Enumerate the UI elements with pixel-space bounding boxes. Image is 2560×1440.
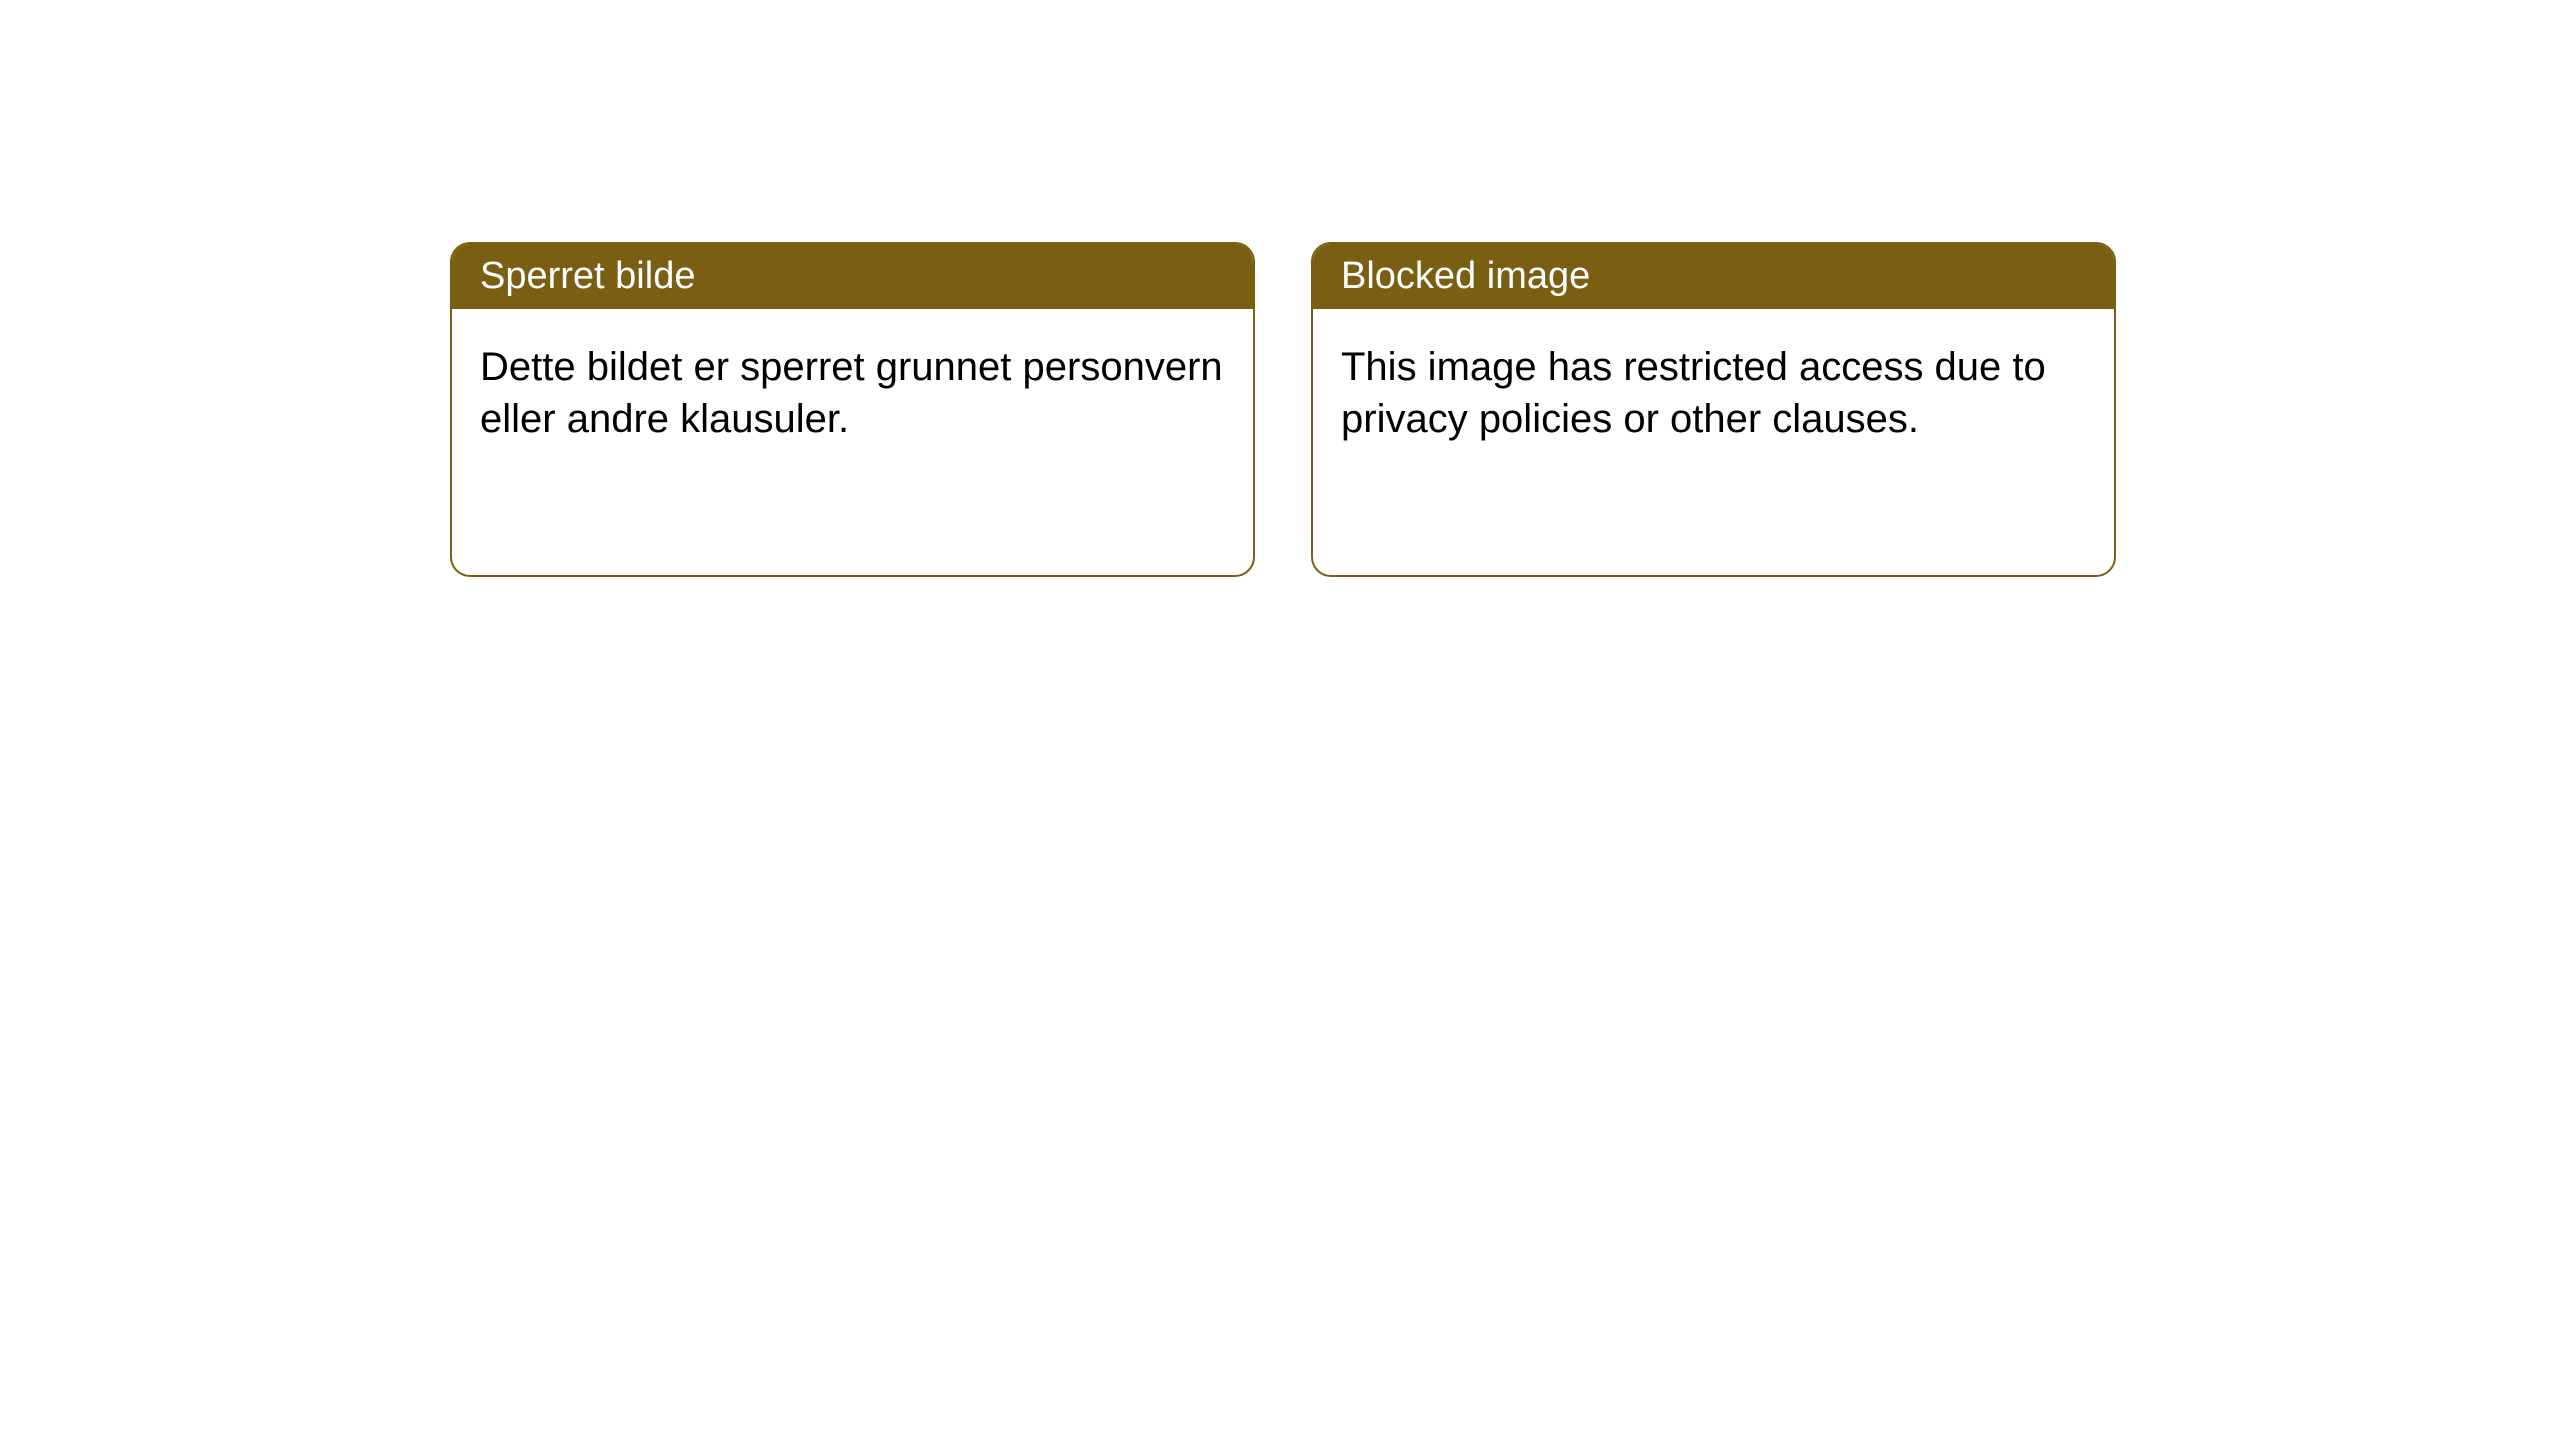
- notice-title-norwegian: Sperret bilde: [480, 255, 695, 297]
- notice-body-norwegian: Dette bildet er sperret grunnet personve…: [452, 309, 1253, 477]
- notice-container: Sperret bilde Dette bildet er sperret gr…: [450, 242, 2116, 577]
- notice-card-english: Blocked image This image has restricted …: [1311, 242, 2116, 577]
- notice-title-english: Blocked image: [1341, 255, 1590, 297]
- notice-card-norwegian: Sperret bilde Dette bildet er sperret gr…: [450, 242, 1255, 577]
- notice-text-english: This image has restricted access due to …: [1341, 345, 2046, 441]
- notice-header-norwegian: Sperret bilde: [452, 244, 1253, 309]
- notice-body-english: This image has restricted access due to …: [1313, 309, 2114, 477]
- notice-text-norwegian: Dette bildet er sperret grunnet personve…: [480, 345, 1223, 441]
- notice-header-english: Blocked image: [1313, 244, 2114, 309]
